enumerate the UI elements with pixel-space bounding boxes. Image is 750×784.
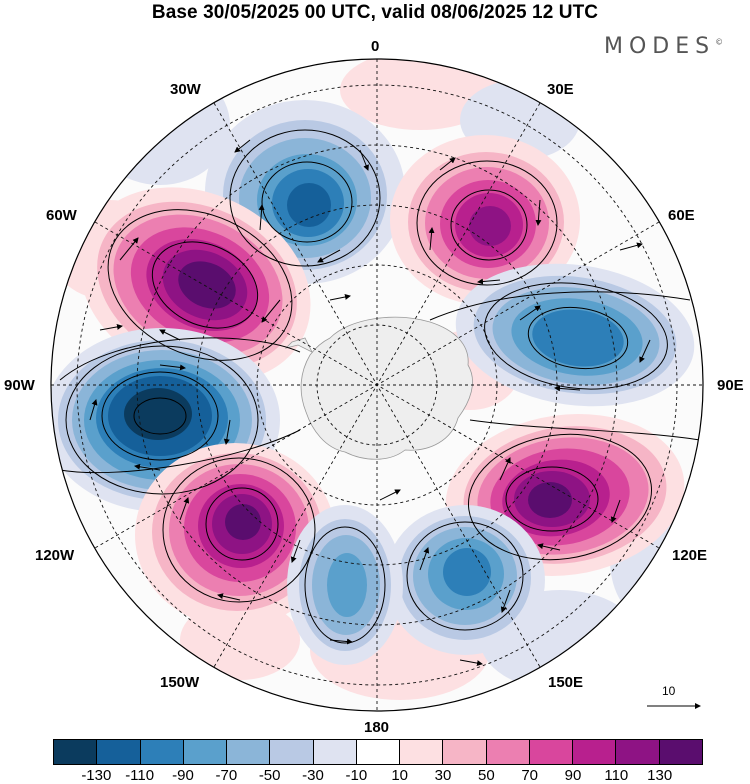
- colorbar-swatch: [616, 740, 660, 764]
- lon-label-60w: 60W: [46, 207, 77, 224]
- colorbar-tick-label: 130: [647, 767, 673, 784]
- colorbar-tick-label: -90: [172, 767, 194, 784]
- high-115e: [445, 414, 685, 576]
- lon-label-150e: 150E: [548, 674, 584, 691]
- colorbar-tick-label: 30: [434, 767, 452, 784]
- colorbar-tick-label: 50: [477, 767, 495, 784]
- colorbar-swatch: [227, 740, 271, 764]
- lon-label-120e: 120E: [672, 547, 708, 564]
- map-boundary: [50, 58, 704, 712]
- high-40e: [390, 135, 580, 305]
- circulation-lines: [59, 129, 701, 644]
- lon-label-150w: 150W: [160, 674, 200, 691]
- lon-label-90e: 90E: [717, 377, 744, 394]
- colorbar-tick-label: -130: [81, 767, 112, 784]
- lon-label-120w: 120W: [35, 547, 75, 564]
- antarctic-peninsula: [284, 337, 313, 353]
- colorbar-tick-label: -10: [345, 767, 368, 784]
- lon-label-180: 180: [364, 719, 390, 736]
- colorbar-tick-label: -30: [302, 767, 324, 784]
- colorbar: [53, 739, 703, 765]
- lon-label-90w: 90W: [4, 377, 35, 394]
- colorbar-swatch: [54, 740, 98, 764]
- colorbar-tick-label: 10: [391, 767, 408, 784]
- wind-vectors: [89, 139, 651, 667]
- colorbar-tick-label: 90: [564, 767, 582, 784]
- antarctica-landmass: [300, 316, 473, 460]
- lon-label-60e: 60E: [668, 207, 695, 224]
- colorbar-tick-label: 110: [604, 767, 629, 784]
- colorbar-swatch: [140, 740, 184, 764]
- high-60w: [79, 187, 311, 383]
- modes-logo: MODES©: [604, 34, 723, 59]
- copyright-mark: ©: [715, 37, 724, 47]
- colorbar-swatch: [400, 740, 444, 764]
- lon-label-0: 0: [371, 38, 380, 55]
- colorbar-swatch: [443, 740, 487, 764]
- low-150e: [385, 505, 545, 655]
- colorbar-swatch: [97, 740, 141, 764]
- colorbar-swatch: [270, 740, 314, 764]
- colorbar-swatch: [659, 740, 702, 764]
- reference-vector-label: 10: [662, 684, 676, 698]
- colorbar-tick-label: 70: [521, 767, 538, 784]
- colorbar-swatch: [183, 740, 228, 764]
- colorbar-swatch: [573, 740, 617, 764]
- colorbar-swatch: [313, 740, 357, 764]
- map-disc: [51, 59, 703, 711]
- colorbar-swatch: [356, 740, 401, 764]
- colorbar-swatch: [486, 740, 530, 764]
- brand-name: MODES: [604, 34, 716, 59]
- colorbar-swatch: [529, 740, 574, 764]
- lon-label-30w: 30W: [170, 81, 201, 98]
- colorbar-tick-label: -70: [215, 767, 238, 784]
- map-title: Base 30/05/2025 00 UTC, valid 08/06/2025…: [151, 2, 599, 23]
- colorbar-tick-label: -50: [258, 767, 281, 784]
- colorbar-tick-label: -110: [125, 767, 155, 784]
- lon-label-30e: 30E: [547, 81, 574, 98]
